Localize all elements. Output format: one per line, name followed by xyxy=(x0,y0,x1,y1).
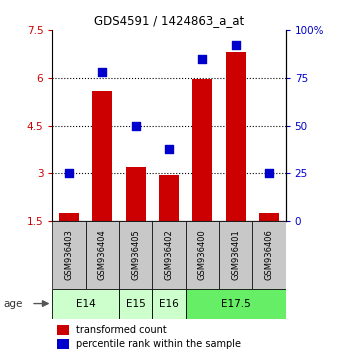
Bar xyxy=(252,221,286,289)
Point xyxy=(100,69,105,75)
Bar xyxy=(159,175,179,221)
Bar xyxy=(186,221,219,289)
Text: GSM936406: GSM936406 xyxy=(264,229,273,280)
Bar xyxy=(126,167,146,221)
Text: E15: E15 xyxy=(126,298,146,309)
Bar xyxy=(52,221,86,289)
Point xyxy=(200,56,205,62)
Bar xyxy=(119,289,152,319)
Bar xyxy=(119,221,152,289)
Text: GSM936403: GSM936403 xyxy=(65,229,74,280)
Text: E14: E14 xyxy=(76,298,96,309)
Text: GSM936404: GSM936404 xyxy=(98,229,107,280)
Point xyxy=(166,146,172,152)
Bar xyxy=(219,221,252,289)
Text: transformed count: transformed count xyxy=(76,325,166,335)
Text: E17.5: E17.5 xyxy=(221,298,250,309)
Text: GDS4591 / 1424863_a_at: GDS4591 / 1424863_a_at xyxy=(94,14,244,27)
Point xyxy=(266,171,272,176)
Point xyxy=(233,42,238,48)
Text: GSM936400: GSM936400 xyxy=(198,229,207,280)
Bar xyxy=(92,91,112,221)
Bar xyxy=(226,52,246,221)
Text: GSM936402: GSM936402 xyxy=(165,229,173,280)
Text: GSM936405: GSM936405 xyxy=(131,229,140,280)
Text: GSM936401: GSM936401 xyxy=(231,229,240,280)
Bar xyxy=(152,289,186,319)
Bar xyxy=(57,325,69,335)
Text: age: age xyxy=(3,298,23,309)
Bar xyxy=(192,79,212,221)
Bar xyxy=(259,213,279,221)
Point xyxy=(133,123,138,129)
Bar xyxy=(57,339,69,349)
Bar xyxy=(59,213,79,221)
Bar xyxy=(186,289,286,319)
Bar xyxy=(152,221,186,289)
Text: E16: E16 xyxy=(159,298,179,309)
Point xyxy=(66,171,72,176)
Bar xyxy=(86,221,119,289)
Bar xyxy=(52,289,119,319)
Text: percentile rank within the sample: percentile rank within the sample xyxy=(76,339,241,349)
